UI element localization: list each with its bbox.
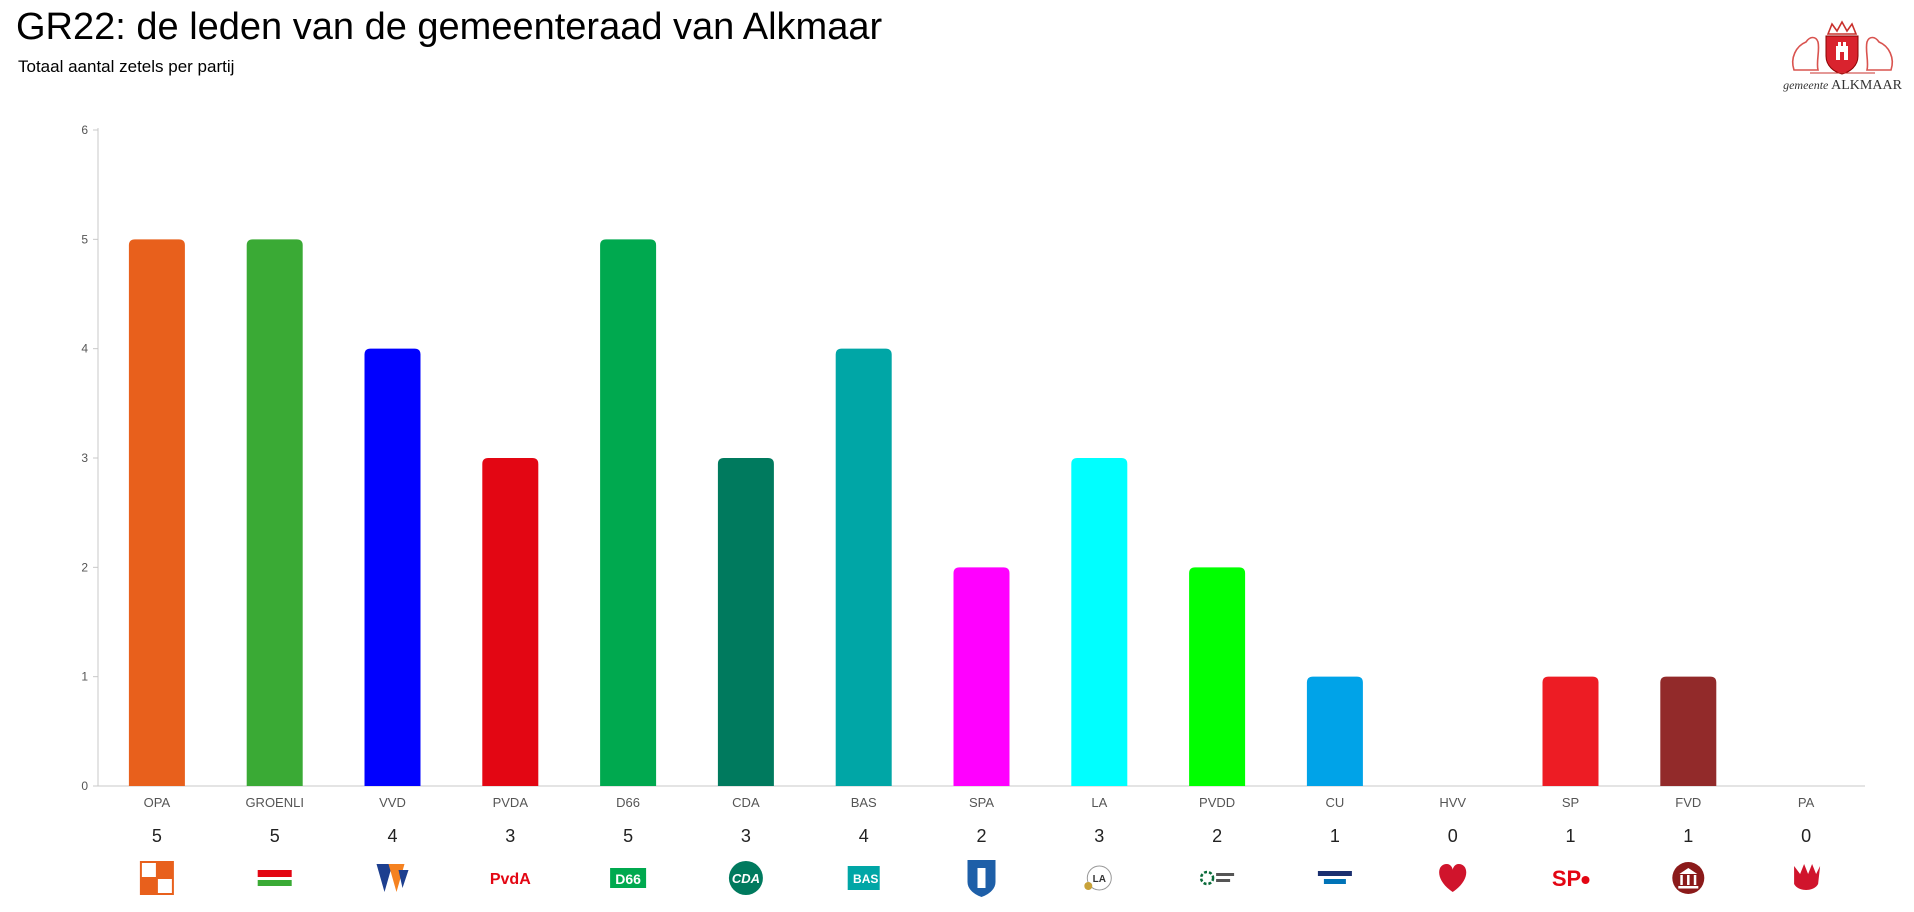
x-tick-label-fvd: FVD [1675,795,1701,810]
x-tick-label-groenli: GROENLI [245,795,304,810]
svg-text:BAS: BAS [853,872,878,886]
value-label-pa: 0 [1801,826,1811,846]
chart-title: GR22: de leden van de gemeenteraad van A… [16,6,883,48]
bar-fvd[interactable] [1660,676,1717,786]
x-tick-label-vvd: VVD [379,795,406,810]
y-tick-label: 4 [81,342,88,356]
value-label-pvdd: 2 [1212,826,1222,846]
y-tick-label: 3 [81,451,88,465]
gemeente-alkmaar-logo: gemeente ALKMAAR [1780,18,1905,98]
svg-text:D66: D66 [615,871,641,887]
y-tick-label: 2 [81,560,88,574]
bar-cu[interactable] [1306,676,1363,786]
y-tick-label: 0 [81,779,88,793]
sp-logo-icon: SP [1552,866,1590,891]
svg-text:LA: LA [1093,874,1106,885]
x-tick-label-pvdd: PVDD [1199,795,1235,810]
bas-logo-icon: BAS [847,866,880,890]
x-tick-label-bas: BAS [851,795,877,810]
x-tick-label-cu: CU [1326,795,1345,810]
x-tick-label-pa: PA [1798,795,1815,810]
value-label-d66: 5 [623,826,633,846]
alkmaar-coat-of-arms-icon [1791,20,1894,75]
brand-prefix: gemeente [1783,78,1829,92]
x-tick-label-cda: CDA [732,795,760,810]
value-label-pvda: 3 [505,826,515,846]
svg-text:CDA: CDA [732,871,760,886]
groenlinks-logo-icon [257,870,292,886]
la-logo-icon: LA [1084,865,1112,891]
bar-vvd[interactable] [364,348,421,786]
y-tick-label: 1 [81,670,88,684]
value-label-spa: 2 [976,826,986,846]
value-label-cu: 1 [1330,826,1340,846]
cu-logo-icon [1317,871,1352,884]
bar-la[interactable] [1071,458,1128,786]
bar-pvda[interactable] [482,458,539,786]
spa-logo-icon [967,860,996,897]
bar-cda[interactable] [717,458,774,786]
x-tick-label-pvda: PVDA [493,795,529,810]
chart-subtitle: Totaal aantal zetels per partij [18,57,235,76]
opa-logo-icon [139,861,174,895]
bar-spa[interactable] [953,567,1010,786]
x-tick-label-hvv: HVV [1439,795,1466,810]
cda-logo-icon: CDA [728,861,763,895]
value-label-vvd: 4 [387,826,397,846]
x-tick-label-opa: OPA [144,795,171,810]
y-tick-label: 6 [81,123,88,137]
value-label-groenli: 5 [270,826,280,846]
x-tick-label-spa: SPA [969,795,994,810]
bar-opa[interactable] [128,239,185,787]
pvdd-logo-icon [1199,870,1235,886]
value-label-la: 3 [1094,826,1104,846]
vvd-logo-icon [376,864,409,892]
brand-name: ALKMAAR [1831,78,1902,93]
bar-pvdd[interactable] [1189,567,1246,786]
value-label-hvv: 0 [1448,826,1458,846]
fvd-logo-icon [1672,862,1705,894]
value-label-bas: 4 [859,826,869,846]
value-label-sp: 1 [1565,826,1575,846]
svg-text:PvdA: PvdA [490,871,531,888]
x-tick-label-sp: SP [1562,795,1579,810]
svg-text:SP: SP [1552,866,1581,891]
value-label-fvd: 1 [1683,826,1693,846]
hvv-logo-icon [1439,864,1467,892]
pa-logo-icon [1794,864,1821,890]
bar-d66[interactable] [600,239,657,787]
x-tick-label-la: LA [1091,795,1107,810]
bar-bas[interactable] [835,348,892,786]
y-tick-label: 5 [81,232,88,246]
value-label-opa: 5 [152,826,162,846]
x-tick-label-d66: D66 [616,795,640,810]
pvda-logo-icon: PvdA [490,871,531,888]
d66-logo-icon: D66 [610,868,647,888]
value-label-cda: 3 [741,826,751,846]
bar-sp[interactable] [1542,676,1599,786]
bar-groenli[interactable] [246,239,303,787]
